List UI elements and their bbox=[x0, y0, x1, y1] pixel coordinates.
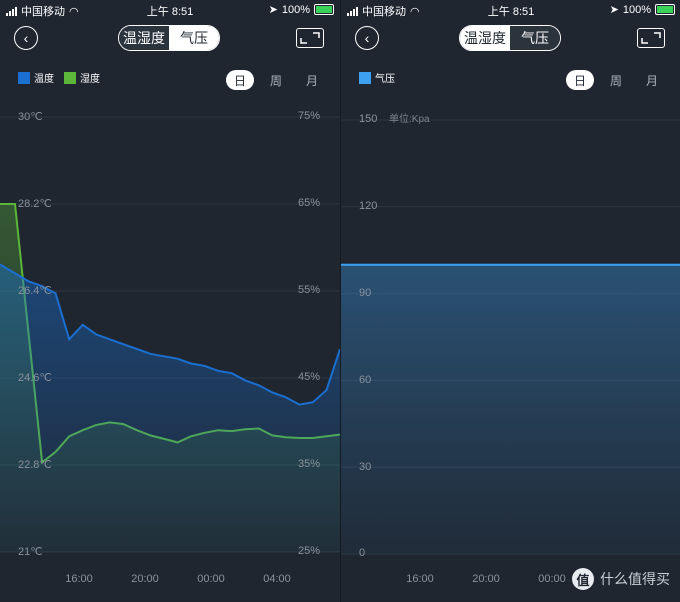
temp-humidity-chart bbox=[0, 116, 340, 553]
range-selector: 日 周 月 bbox=[566, 70, 666, 90]
x-tick: 04:00 bbox=[263, 573, 291, 585]
watermark-text: 什么值得买 bbox=[600, 571, 670, 587]
back-button[interactable]: ‹ bbox=[355, 26, 379, 50]
range-month[interactable]: 月 bbox=[645, 73, 658, 88]
x-tick: 16:00 bbox=[65, 573, 93, 585]
right-panel: 中国移动 ◠ 上午 8:51 ➤ 100% ‹ 温湿度 气压 气压 日 bbox=[340, 0, 680, 602]
watermark: 值 什么值得买 bbox=[572, 568, 670, 590]
signal-icon bbox=[6, 6, 17, 16]
location-icon: ➤ bbox=[609, 4, 619, 16]
chevron-left-icon: ‹ bbox=[23, 30, 29, 46]
expand-icon bbox=[300, 32, 320, 44]
nav-bar: ‹ 温湿度 气压 bbox=[0, 22, 340, 54]
left-panel: 中国移动 ◠ 上午 8:51 ➤ 100% ‹ 温湿度 气压 温度 湿度 bbox=[0, 0, 340, 585]
back-button[interactable]: ‹ bbox=[14, 26, 38, 50]
range-week[interactable]: 周 bbox=[269, 73, 282, 88]
y-right-tick: 45% bbox=[298, 371, 321, 383]
battery-percent: 100% bbox=[622, 3, 651, 16]
y-right-tick: 55% bbox=[298, 284, 321, 296]
segment-control: 温湿度 气压 bbox=[459, 25, 561, 51]
series-area-温度 bbox=[0, 264, 340, 552]
battery-icon bbox=[655, 4, 675, 15]
segment-control: 温湿度 气压 bbox=[118, 25, 220, 51]
x-tick: 20:00 bbox=[131, 573, 159, 585]
y-tick: 60 bbox=[359, 374, 372, 386]
watermark-logo: 值 bbox=[572, 568, 594, 590]
legend-pressure: 气压 bbox=[359, 70, 395, 85]
chevron-left-icon: ‹ bbox=[364, 30, 370, 46]
x-tick: 16:00 bbox=[406, 573, 434, 585]
x-tick: 20:00 bbox=[472, 573, 500, 585]
tab-temp-humidity[interactable]: 温湿度 bbox=[460, 26, 510, 50]
carrier-label: 中国移动 bbox=[362, 6, 406, 18]
y-tick: 0 bbox=[359, 547, 366, 559]
y-left-tick: 21℃ bbox=[18, 546, 43, 558]
y-right-tick: 65% bbox=[298, 197, 321, 209]
y-right-tick: 35% bbox=[298, 458, 321, 470]
range-selector: 日 周 月 bbox=[226, 70, 326, 90]
fullscreen-button[interactable] bbox=[637, 28, 665, 48]
legend-temperature: 温度 bbox=[18, 70, 54, 85]
nav-bar: ‹ 温湿度 气压 bbox=[341, 22, 680, 54]
y-tick: 120 bbox=[359, 200, 378, 212]
y-right-tick: 25% bbox=[298, 545, 321, 557]
y-left-tick: 30℃ bbox=[18, 111, 43, 123]
battery-icon bbox=[314, 4, 334, 15]
signal-icon bbox=[347, 6, 358, 16]
legend: 温度 湿度 bbox=[18, 70, 100, 85]
range-week[interactable]: 周 bbox=[609, 73, 622, 88]
y-right-tick: 75% bbox=[298, 110, 321, 122]
tab-pressure[interactable]: 气压 bbox=[169, 26, 219, 50]
location-icon: ➤ bbox=[268, 4, 278, 16]
range-month[interactable]: 月 bbox=[305, 73, 318, 88]
x-tick: 00:00 bbox=[197, 573, 225, 585]
status-bar: 中国移动 ◠ 上午 8:51 ➤ 100% bbox=[0, 0, 340, 18]
tab-pressure[interactable]: 气压 bbox=[510, 26, 560, 50]
y-tick: 30 bbox=[359, 461, 372, 473]
x-tick: 00:00 bbox=[538, 573, 566, 585]
range-day[interactable]: 日 bbox=[566, 70, 594, 90]
fullscreen-button[interactable] bbox=[296, 28, 324, 48]
legend-humidity: 湿度 bbox=[64, 70, 100, 85]
status-bar: 中国移动 ◠ 上午 8:51 ➤ 100% bbox=[341, 0, 680, 18]
legend: 气压 bbox=[359, 70, 395, 85]
y-left-tick: 28.2℃ bbox=[18, 198, 52, 210]
wifi-icon: ◠ bbox=[410, 5, 420, 18]
series-line-温度 bbox=[0, 263, 340, 406]
pressure-chart bbox=[341, 119, 680, 555]
wifi-icon: ◠ bbox=[69, 5, 79, 18]
y-tick: 90 bbox=[359, 287, 372, 299]
range-day[interactable]: 日 bbox=[226, 70, 254, 90]
tab-temp-humidity[interactable]: 温湿度 bbox=[119, 26, 169, 50]
y-tick: 150 bbox=[359, 113, 378, 125]
clock: 上午 8:51 bbox=[487, 6, 535, 18]
y-left-tick: 26.4℃ bbox=[18, 285, 52, 297]
y-left-tick: 24.6℃ bbox=[18, 372, 52, 384]
y-left-tick: 22.8℃ bbox=[18, 459, 52, 471]
carrier-label: 中国移动 bbox=[21, 6, 65, 18]
clock: 上午 8:51 bbox=[146, 6, 194, 18]
battery-percent: 100% bbox=[281, 3, 310, 16]
pressure-area bbox=[341, 264, 680, 554]
expand-icon bbox=[641, 32, 661, 44]
unit-label: 单位:Kpa bbox=[389, 114, 430, 125]
